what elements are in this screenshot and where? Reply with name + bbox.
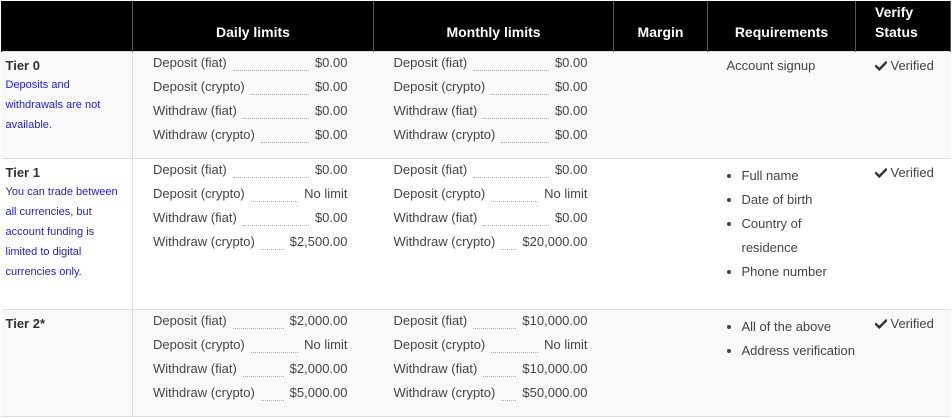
limit-row: Withdraw (crypto) $5,000.00 xyxy=(153,385,348,401)
tier-cell: Tier 2* xyxy=(1,309,133,416)
limit-row: Withdraw (crypto) $20,000.00 xyxy=(393,234,588,250)
requirement-item: Full name xyxy=(742,164,856,188)
margin-cell xyxy=(613,309,708,416)
verify-status-cell: Verified xyxy=(855,158,951,310)
limit-row: Withdraw (fiat) $2,000.00 xyxy=(153,361,348,377)
margin-cell xyxy=(613,51,708,159)
limit-row: Deposit (crypto) No limit xyxy=(393,337,588,353)
limit-row: Withdraw (fiat) $10,000.00 xyxy=(393,361,588,377)
monthly-limits-cell: Deposit (fiat) $0.00 Deposit (crypto) $0.0… xyxy=(373,51,614,159)
tier-name: Tier 1 xyxy=(5,165,40,180)
header-daily-limits: Daily limits xyxy=(132,1,374,52)
limit-row: Deposit (fiat) $0.00 xyxy=(393,55,588,71)
verify-status-cell: Verified xyxy=(855,309,951,416)
requirements-cell: Account signup xyxy=(707,51,856,159)
requirement-item: Country of residence xyxy=(742,212,856,260)
limit-row: Withdraw (crypto) $2,500.00 xyxy=(153,234,348,250)
limit-row: Deposit (fiat) $0.00 xyxy=(393,162,588,178)
status-text: Verified xyxy=(890,316,934,331)
limit-row: Deposit (crypto) No limit xyxy=(393,186,588,202)
table-row-tier-1: Tier 1 You can trade between all currenc… xyxy=(1,158,951,310)
tier-note: You can trade between all currencies, bu… xyxy=(5,186,118,278)
status-text: Verified xyxy=(890,165,934,180)
limit-row: Deposit (fiat) $0.00 xyxy=(153,162,348,178)
requirement-text: Account signup xyxy=(726,58,816,73)
table-header: Daily limits Monthly limits Margin Requi… xyxy=(1,1,951,52)
verify-status-cell: Verified xyxy=(855,51,951,159)
header-tier xyxy=(1,1,133,52)
tier-note: Deposits and withdrawals are not availab… xyxy=(5,79,101,131)
check-icon xyxy=(874,168,887,178)
limit-row: Withdraw (fiat) $0.00 xyxy=(153,103,348,119)
tier-cell: Tier 1 You can trade between all currenc… xyxy=(1,158,133,310)
table-row-tier-2: Tier 2* Deposit (fiat) $2,000.00 Deposit … xyxy=(1,309,951,416)
limit-row: Withdraw (fiat) $0.00 xyxy=(393,103,588,119)
monthly-limits-cell: Deposit (fiat) $0.00 Deposit (crypto) No l… xyxy=(373,158,614,310)
limit-row: Deposit (crypto) No limit xyxy=(153,186,348,202)
status-text: Verified xyxy=(890,58,934,73)
tier-name: Tier 2* xyxy=(5,316,46,331)
limit-row: Deposit (crypto) $0.00 xyxy=(153,79,348,95)
header-requirements: Requirements xyxy=(707,1,856,52)
limit-row: Deposit (fiat) $0.00 xyxy=(153,55,348,71)
limit-row: Deposit (crypto) $0.00 xyxy=(393,79,588,95)
tier-name: Tier 0 xyxy=(5,58,40,73)
limit-row: Deposit (fiat) $2,000.00 xyxy=(153,313,348,329)
requirements-cell: Full name Date of birth Country of resid… xyxy=(707,158,856,310)
requirements-cell: All of the above Address verification xyxy=(707,309,856,416)
margin-cell xyxy=(613,158,708,310)
monthly-limits-cell: Deposit (fiat) $10,000.00 Deposit (crypto… xyxy=(373,309,614,416)
limit-row: Withdraw (crypto) $0.00 xyxy=(393,127,588,143)
limit-row: Deposit (crypto) No limit xyxy=(153,337,348,353)
limit-row: Withdraw (crypto) $50,000.00 xyxy=(393,385,588,401)
header-margin: Margin xyxy=(613,1,708,52)
requirement-item: Phone number xyxy=(742,260,856,284)
limit-row: Withdraw (crypto) $0.00 xyxy=(153,127,348,143)
table-bottom-border xyxy=(1,416,950,417)
header-monthly-limits: Monthly limits xyxy=(373,1,614,52)
requirement-item: Address verification xyxy=(742,339,856,363)
requirement-item: Date of birth xyxy=(742,188,856,212)
table-row-tier-0: Tier 0 Deposits and withdrawals are not … xyxy=(1,51,951,159)
check-icon xyxy=(874,319,887,329)
limit-row: Deposit (fiat) $10,000.00 xyxy=(393,313,588,329)
tier-cell: Tier 0 Deposits and withdrawals are not … xyxy=(1,51,133,159)
limit-row: Withdraw (fiat) $0.00 xyxy=(393,210,588,226)
daily-limits-cell: Deposit (fiat) $2,000.00 Deposit (crypto)… xyxy=(132,309,374,416)
limit-row: Withdraw (fiat) $0.00 xyxy=(153,210,348,226)
daily-limits-cell: Deposit (fiat) $0.00 Deposit (crypto) No l… xyxy=(132,158,374,310)
daily-limits-cell: Deposit (fiat) $0.00 Deposit (crypto) $0.0… xyxy=(132,51,374,159)
requirement-item: All of the above xyxy=(742,315,856,339)
check-icon xyxy=(874,61,887,71)
header-verify-status: Verify Status xyxy=(855,1,951,52)
